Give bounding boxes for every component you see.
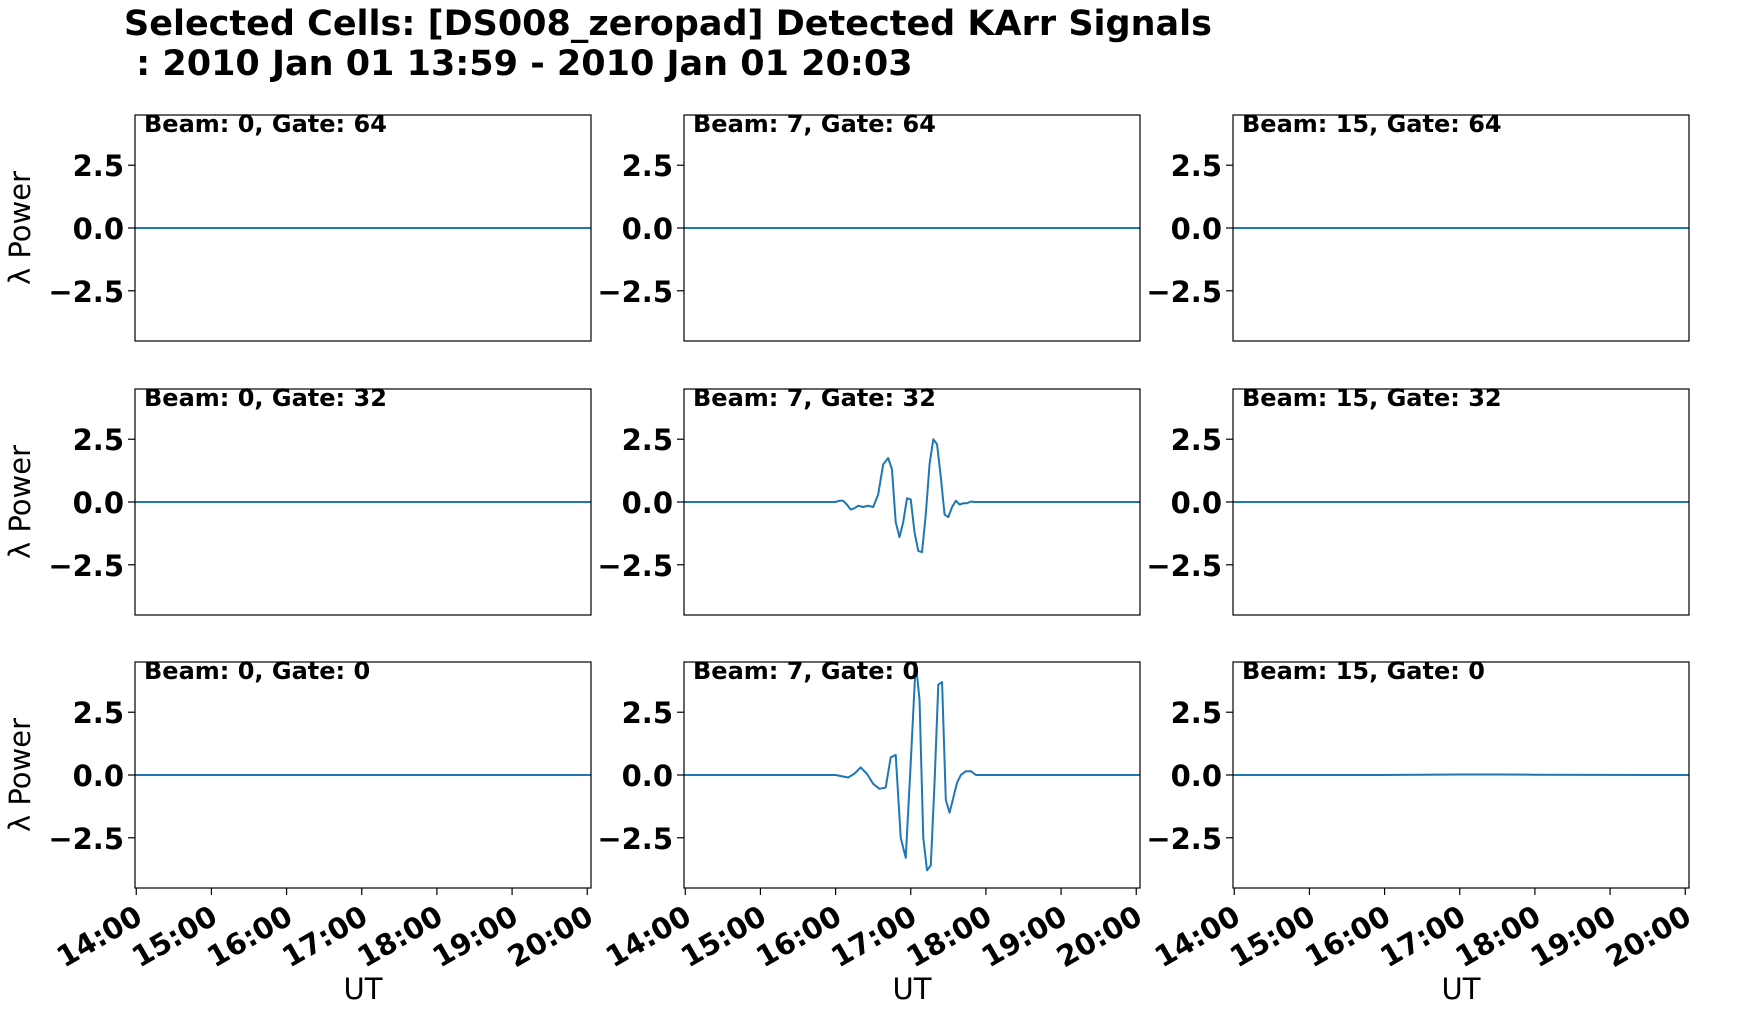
x-axis-label: UT (1442, 972, 1481, 1006)
y-tick-label: −2.5 (1146, 275, 1222, 309)
y-tick-label: −2.5 (48, 822, 124, 856)
x-tick-label: 16:00 (1299, 899, 1396, 975)
y-tick-label: 2.5 (73, 423, 124, 457)
figure-title: Selected Cells: [DS008_zeropad] Detected… (124, 4, 1212, 84)
panel-label: Beam: 0, Gate: 64 (144, 110, 387, 138)
y-tick-label: 2.5 (622, 696, 673, 730)
subplot: 2.5 0.0 −2.5 Beam: 7, Gate: 64 (597, 110, 1141, 342)
x-tick-label: 15:00 (1224, 899, 1321, 975)
y-tick-label: 2.5 (1171, 696, 1222, 730)
subplot: 2.5 0.0 −2.5 14:0015:0016:0017:0018:0019:00… (597, 657, 1147, 1006)
x-tick-label: 20:00 (1600, 899, 1697, 975)
panel-label: Beam: 0, Gate: 32 (144, 384, 387, 412)
y-tick-label: −2.5 (1146, 822, 1222, 856)
subplot: 2.5 0.0 −2.5 Beam: 15, Gate: 32 (1146, 384, 1690, 616)
x-tick-label: 19:00 (427, 899, 524, 975)
subplot: 2.5 0.0 −2.5 14:0015:0016:0017:0018:0019:00… (1146, 657, 1696, 1006)
y-tick-label: −2.5 (597, 822, 673, 856)
y-tick-label: −2.5 (597, 549, 673, 583)
y-tick-label: 0.0 (622, 486, 673, 520)
y-tick-label: 2.5 (73, 696, 124, 730)
x-tick-label: 14:00 (600, 899, 697, 975)
series-line (684, 438, 1140, 554)
panel-label: Beam: 0, Gate: 0 (144, 657, 370, 685)
x-tick-label: 19:00 (976, 899, 1073, 975)
x-tick-label: 15:00 (126, 899, 223, 975)
y-tick-label: 0.0 (1171, 486, 1222, 520)
x-tick-label: 17:00 (825, 899, 922, 975)
panel-label: Beam: 15, Gate: 64 (1242, 110, 1502, 138)
subplot: 2.5 0.0 −2.5 Beam: 0, Gate: 64 λ Power (3, 110, 592, 342)
x-tick-label: 16:00 (750, 899, 847, 975)
x-tick-label: 14:00 (51, 899, 148, 975)
y-tick-label: 2.5 (622, 149, 673, 183)
x-axis-label: UT (344, 972, 383, 1006)
panel-label: Beam: 7, Gate: 64 (693, 110, 936, 138)
y-tick-label: 0.0 (73, 759, 124, 793)
x-tick-label: 20:00 (502, 899, 599, 975)
x-tick-label: 14:00 (1149, 899, 1246, 975)
y-tick-label: 0.0 (622, 212, 673, 246)
y-tick-label: 0.0 (1171, 759, 1222, 793)
y-tick-label: −2.5 (48, 549, 124, 583)
y-tick-label: 2.5 (1171, 423, 1222, 457)
y-tick-label: 0.0 (622, 759, 673, 793)
y-tick-label: −2.5 (597, 275, 673, 309)
series-line (684, 662, 1140, 872)
y-tick-label: 0.0 (73, 486, 124, 520)
subplot: 2.5 0.0 −2.5 Beam: 7, Gate: 32 (597, 384, 1141, 616)
x-axis-label: UT (893, 972, 932, 1006)
x-tick-label: 20:00 (1051, 899, 1148, 975)
y-tick-label: 2.5 (73, 149, 124, 183)
subplot: 2.5 0.0 −2.5 Beam: 15, Gate: 64 (1146, 110, 1690, 342)
y-tick-label: −2.5 (48, 275, 124, 309)
panel-label: Beam: 7, Gate: 0 (693, 657, 919, 685)
y-tick-label: 2.5 (622, 423, 673, 457)
figure-title-line2: : 2010 Jan 01 13:59 - 2010 Jan 01 20:03 (124, 44, 913, 84)
x-tick-label: 17:00 (276, 899, 373, 975)
x-tick-label: 19:00 (1525, 899, 1622, 975)
y-axis-label: λ Power (3, 171, 37, 285)
y-tick-label: 2.5 (1171, 149, 1222, 183)
y-tick-label: −2.5 (1146, 549, 1222, 583)
x-tick-label: 18:00 (351, 899, 448, 975)
panel-label: Beam: 15, Gate: 0 (1242, 657, 1485, 685)
panel-label: Beam: 15, Gate: 32 (1242, 384, 1502, 412)
x-tick-label: 18:00 (1449, 899, 1546, 975)
panel-label: Beam: 7, Gate: 32 (693, 384, 936, 412)
y-axis-label: λ Power (3, 718, 37, 832)
x-tick-label: 16:00 (201, 899, 298, 975)
figure-title-line1: Selected Cells: [DS008_zeropad] Detected… (124, 4, 1212, 44)
series-line (1233, 773, 1689, 776)
y-tick-label: 0.0 (73, 212, 124, 246)
y-axis-label: λ Power (3, 445, 37, 559)
subplot: 2.5 0.0 −2.5 Beam: 0, Gate: 32 λ Power (3, 384, 592, 616)
x-tick-label: 17:00 (1374, 899, 1471, 975)
x-tick-label: 18:00 (900, 899, 997, 975)
subplot: 2.5 0.0 −2.5 14:0015:0016:0017:0018:0019:00… (3, 657, 599, 1006)
x-tick-label: 15:00 (675, 899, 772, 975)
y-tick-label: 0.0 (1171, 212, 1222, 246)
